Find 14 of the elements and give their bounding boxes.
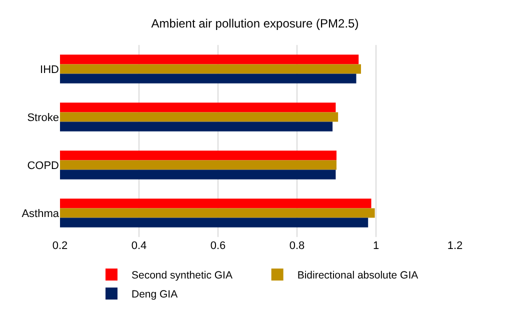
x-tick-label: 0.2 [52, 240, 68, 252]
y-tick-label: COPD [27, 160, 60, 172]
x-tick-label: 1 [372, 240, 380, 252]
y-tick-label: IHD [40, 64, 60, 76]
chart-title: Ambient air pollution exposure (PM2.5) [151, 16, 359, 31]
y-tick-label: Stroke [27, 112, 59, 124]
legend-label: Deng GIA [132, 288, 178, 301]
legend-label: Second synthetic GIA [132, 270, 232, 282]
x-tick-label: 0.4 [131, 240, 147, 252]
x-tick-label: 0.8 [289, 240, 305, 252]
legend-label: Bidirectional absolute GIA [297, 270, 418, 282]
x-tick-label: 0.6 [210, 240, 226, 252]
y-tick-label: Asthma [22, 208, 60, 220]
x-tick-label: 1.2 [447, 240, 463, 252]
